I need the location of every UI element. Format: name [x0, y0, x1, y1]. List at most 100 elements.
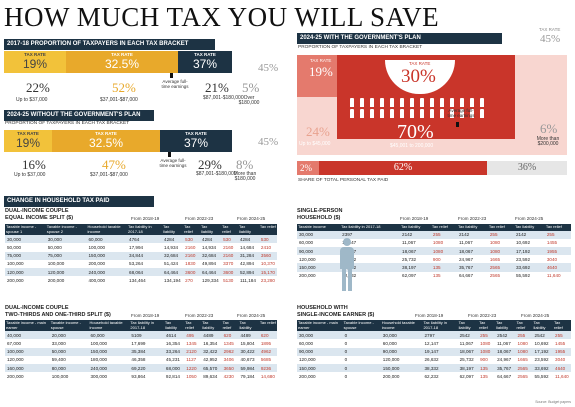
title-line: EQUAL INCOME SPLIT ($) [5, 214, 74, 221]
table-cell: 23,280 [260, 277, 275, 283]
table-cell: 23,592 [515, 256, 531, 262]
segment-label: TAX RATE [24, 52, 46, 57]
paid-share-1: 2% [297, 161, 319, 175]
person-icon [460, 109, 464, 118]
table-cell: 60,000 [382, 340, 397, 346]
person-icon [470, 98, 474, 107]
table-cell: 3370 [223, 261, 234, 267]
table-cell: 50,000 [47, 244, 62, 250]
table-cell: 135 [430, 263, 457, 272]
table-cell: 14,934 [202, 244, 217, 250]
table-cell: 20,000 [49, 331, 89, 340]
table-row: 40,000 20,000 60,000 5109 4614 495 4489 620 4489… [5, 331, 277, 340]
without-share-1: 16% [22, 157, 46, 172]
table-cell: 300,000 [90, 373, 108, 379]
table-cell: 100,000 [7, 261, 24, 267]
table-cell: 5685 [260, 357, 272, 363]
column-header: Tax liability [238, 320, 259, 332]
table-cell: 120,000 [382, 357, 400, 363]
person-icon [480, 98, 484, 107]
table-cell: 17,994 [129, 244, 144, 250]
with-top-rate-label: TAX RATE [539, 27, 561, 32]
table-cell: 89,634 [203, 373, 218, 379]
table-cell: 68,064 [127, 267, 163, 277]
table-cell: 4614 [163, 331, 185, 340]
table-cell: 4284 [200, 235, 222, 244]
without-segment-19: TAX RATE 19% [4, 130, 52, 152]
table-row: 150,000 0 150,000 38,332 38,197 135 35,767 2565… [297, 363, 571, 373]
table-cell: 255 [553, 331, 571, 340]
table-row: 30,000 0 30,000 2797 2542 255 2542 255 2542 255 [297, 331, 571, 340]
table-cell: 100,000 [51, 373, 69, 379]
single-year-3: From 2024-25 [515, 216, 544, 221]
table-cell: 19,147 [422, 347, 458, 356]
current-segment-325: TAX RATE 32.5% [66, 51, 178, 73]
table-cell: 12,147 [424, 340, 439, 346]
current-panel-title: 2017-18 PROPORTION OF TAXPAYERS IN EACH … [4, 39, 215, 50]
table-cell: 2160 [183, 251, 201, 260]
table-cell: 1830 [185, 261, 196, 267]
with-avg-note: Average full-time earnings [447, 108, 475, 118]
table-cell: 240,000 [88, 363, 130, 373]
with-range-1: Up to $45,000 [299, 141, 331, 147]
single-year-1: From 2018-19 [400, 216, 429, 221]
table-cell: 530 [221, 235, 238, 244]
table-cell: 30,422 [238, 347, 259, 356]
table-cell: 49,894 [202, 261, 217, 267]
current-segment-37: TAX RATE 37% [178, 51, 232, 73]
table-cell: 530 [183, 235, 201, 244]
with-mid-rate: 30% [401, 66, 436, 87]
table-row: 150,00038,33238,19713535,767256533,69246… [297, 263, 571, 272]
table-cell: 3560 [258, 251, 277, 260]
table-cell: 65,570 [201, 363, 222, 373]
table-cell: 1080 [478, 347, 496, 356]
table-cell: 60,000 [299, 340, 314, 346]
table-cell: 2542 [532, 331, 554, 340]
paid-share-3: 36% [487, 161, 567, 175]
single-earner-year-1: From 2018-19 [415, 313, 444, 318]
table-cell: 40,000 [5, 331, 50, 340]
table-single-earner: Taxable income - main earner Taxable inco… [297, 320, 571, 380]
person-icon [370, 98, 374, 107]
table-cell: 1665 [489, 256, 501, 262]
table-cell: 15,804 [240, 340, 255, 346]
table-cell: 0 [342, 347, 381, 356]
dual-two-thirds-year-1: From 2018-19 [131, 313, 160, 318]
table-cell: 0 [342, 331, 381, 340]
column-header: Tax relief [258, 224, 277, 236]
with-segment-19 [297, 55, 337, 97]
column-header: Tax relief [544, 224, 571, 231]
column-header: Tax relief [478, 320, 496, 332]
table-cell: 2565 [487, 263, 514, 272]
table-dual-two-thirds-title: DUAL-INCOME COUPLE TWO-THIRDS AND ONE-TH… [5, 305, 111, 318]
table-cell: 135 [432, 273, 441, 279]
table-cell: 4489 [201, 331, 222, 340]
table-dual-equal: Taxable income - spouse 1 Taxable income … [5, 224, 277, 284]
table-cell: 17,192 [513, 246, 545, 256]
table-cell: 2397 [340, 230, 401, 239]
table-cell: 16,354 [165, 340, 180, 346]
table-cell: 30,000 [45, 235, 87, 244]
table-cell: 120,000 [299, 256, 316, 262]
segment-rate: 19% [22, 57, 48, 71]
table-cell: 68,000 [163, 363, 185, 373]
without-share-4: 8% [236, 157, 254, 172]
table-cell: 100,000 [88, 244, 106, 250]
table-cell: 30,000 [5, 235, 46, 244]
table-cell: 150,000 [86, 251, 128, 260]
column-header: Tax liability [237, 224, 259, 236]
table-cell: 18,067 [457, 347, 479, 356]
table-cell: 3406 [223, 357, 234, 363]
segment-label: TAX RATE [111, 52, 133, 57]
table-cell: 50,000 [49, 347, 89, 356]
table-cell: 33,692 [513, 263, 545, 272]
column-header: Taxable income - spouse 2 [45, 224, 87, 236]
table-cell: 2565 [515, 363, 533, 373]
table-cell: 35,767 [456, 263, 488, 272]
dual-equal-year-1: From 2018-19 [131, 216, 160, 221]
table-cell: 4962 [258, 347, 277, 356]
table-cell: 50,000 [7, 244, 22, 250]
segment-label: TAX RATE [95, 131, 117, 136]
current-share-4: 5% [242, 80, 260, 95]
column-header: Tax relief [184, 320, 202, 332]
